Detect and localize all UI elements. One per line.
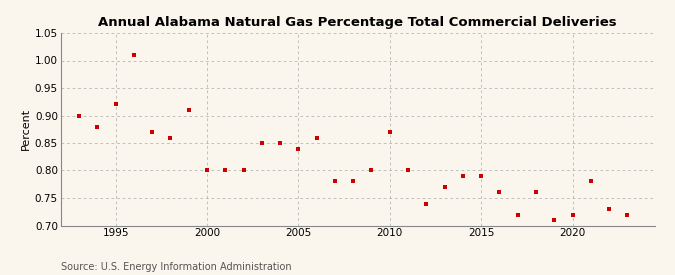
Point [293,146,304,151]
Point [549,218,560,222]
Point [184,108,194,112]
Point [439,185,450,189]
Point [567,212,578,217]
Point [402,168,413,173]
Point [92,124,103,129]
Point [311,135,322,140]
Point [275,141,286,145]
Point [603,207,614,211]
Point [146,130,157,134]
Point [421,201,432,206]
Point [585,179,596,184]
Point [220,168,231,173]
Point [128,53,139,57]
Point [622,212,632,217]
Point [256,141,267,145]
Point [74,113,84,118]
Point [329,179,340,184]
Point [458,174,468,178]
Point [238,168,249,173]
Point [531,190,541,195]
Point [348,179,358,184]
Point [494,190,505,195]
Point [110,102,121,107]
Title: Annual Alabama Natural Gas Percentage Total Commercial Deliveries: Annual Alabama Natural Gas Percentage To… [99,16,617,29]
Point [476,174,487,178]
Point [512,212,523,217]
Point [366,168,377,173]
Point [202,168,213,173]
Y-axis label: Percent: Percent [21,108,30,150]
Point [165,135,176,140]
Text: Source: U.S. Energy Information Administration: Source: U.S. Energy Information Administ… [61,262,292,272]
Point [384,130,395,134]
